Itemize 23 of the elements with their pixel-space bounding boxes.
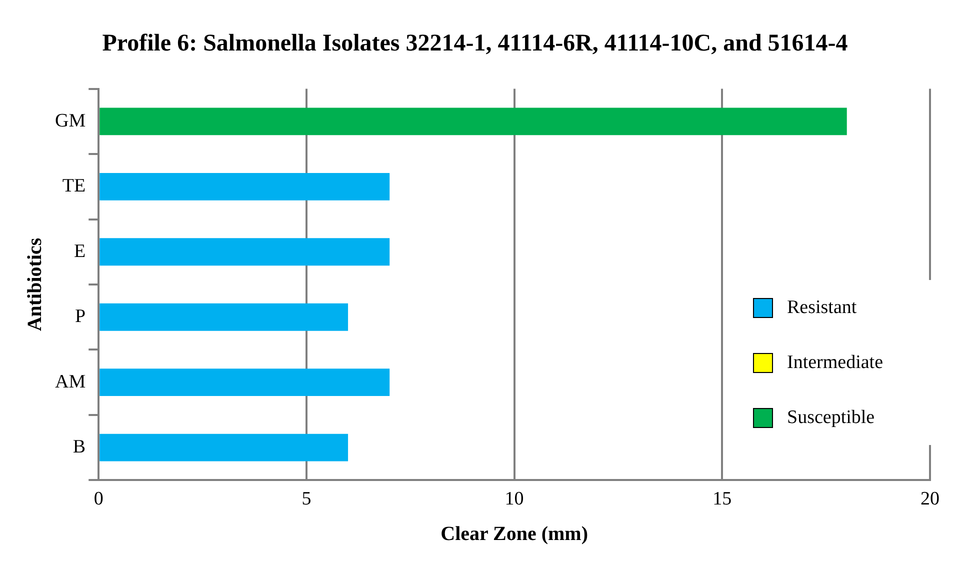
bar [100,303,348,331]
bar [100,172,390,200]
y-axis-title: Antibiotics [24,238,46,332]
x-tick-label: 10 [504,488,524,510]
chart-title: Profile 6: Salmonella Isolates 32214-1, 41114-6R, 41114-10C, and 51614-4 [102,30,848,57]
bar [100,238,390,266]
y-tick-label: GM [54,110,86,132]
y-tick-label: E [74,240,86,262]
bar [100,108,847,136]
y-tick-label: TE [62,176,86,197]
bar [100,368,390,396]
x-tick-label: 0 [94,488,104,510]
y-tick-label: P [75,306,86,328]
y-tick-label: AM [54,371,86,392]
x-axis-title: Clear Zone (mm) [440,523,588,546]
legend-label: Resistant [787,296,857,318]
x-tick-label: 15 [712,488,732,510]
bar [100,434,348,462]
x-tick-label: 5 [302,488,312,510]
legend-label: Susceptible [787,406,875,428]
y-tick-label: B [72,436,86,458]
x-tick-label: 20 [920,488,940,510]
legend-label: Intermediate [787,352,884,374]
